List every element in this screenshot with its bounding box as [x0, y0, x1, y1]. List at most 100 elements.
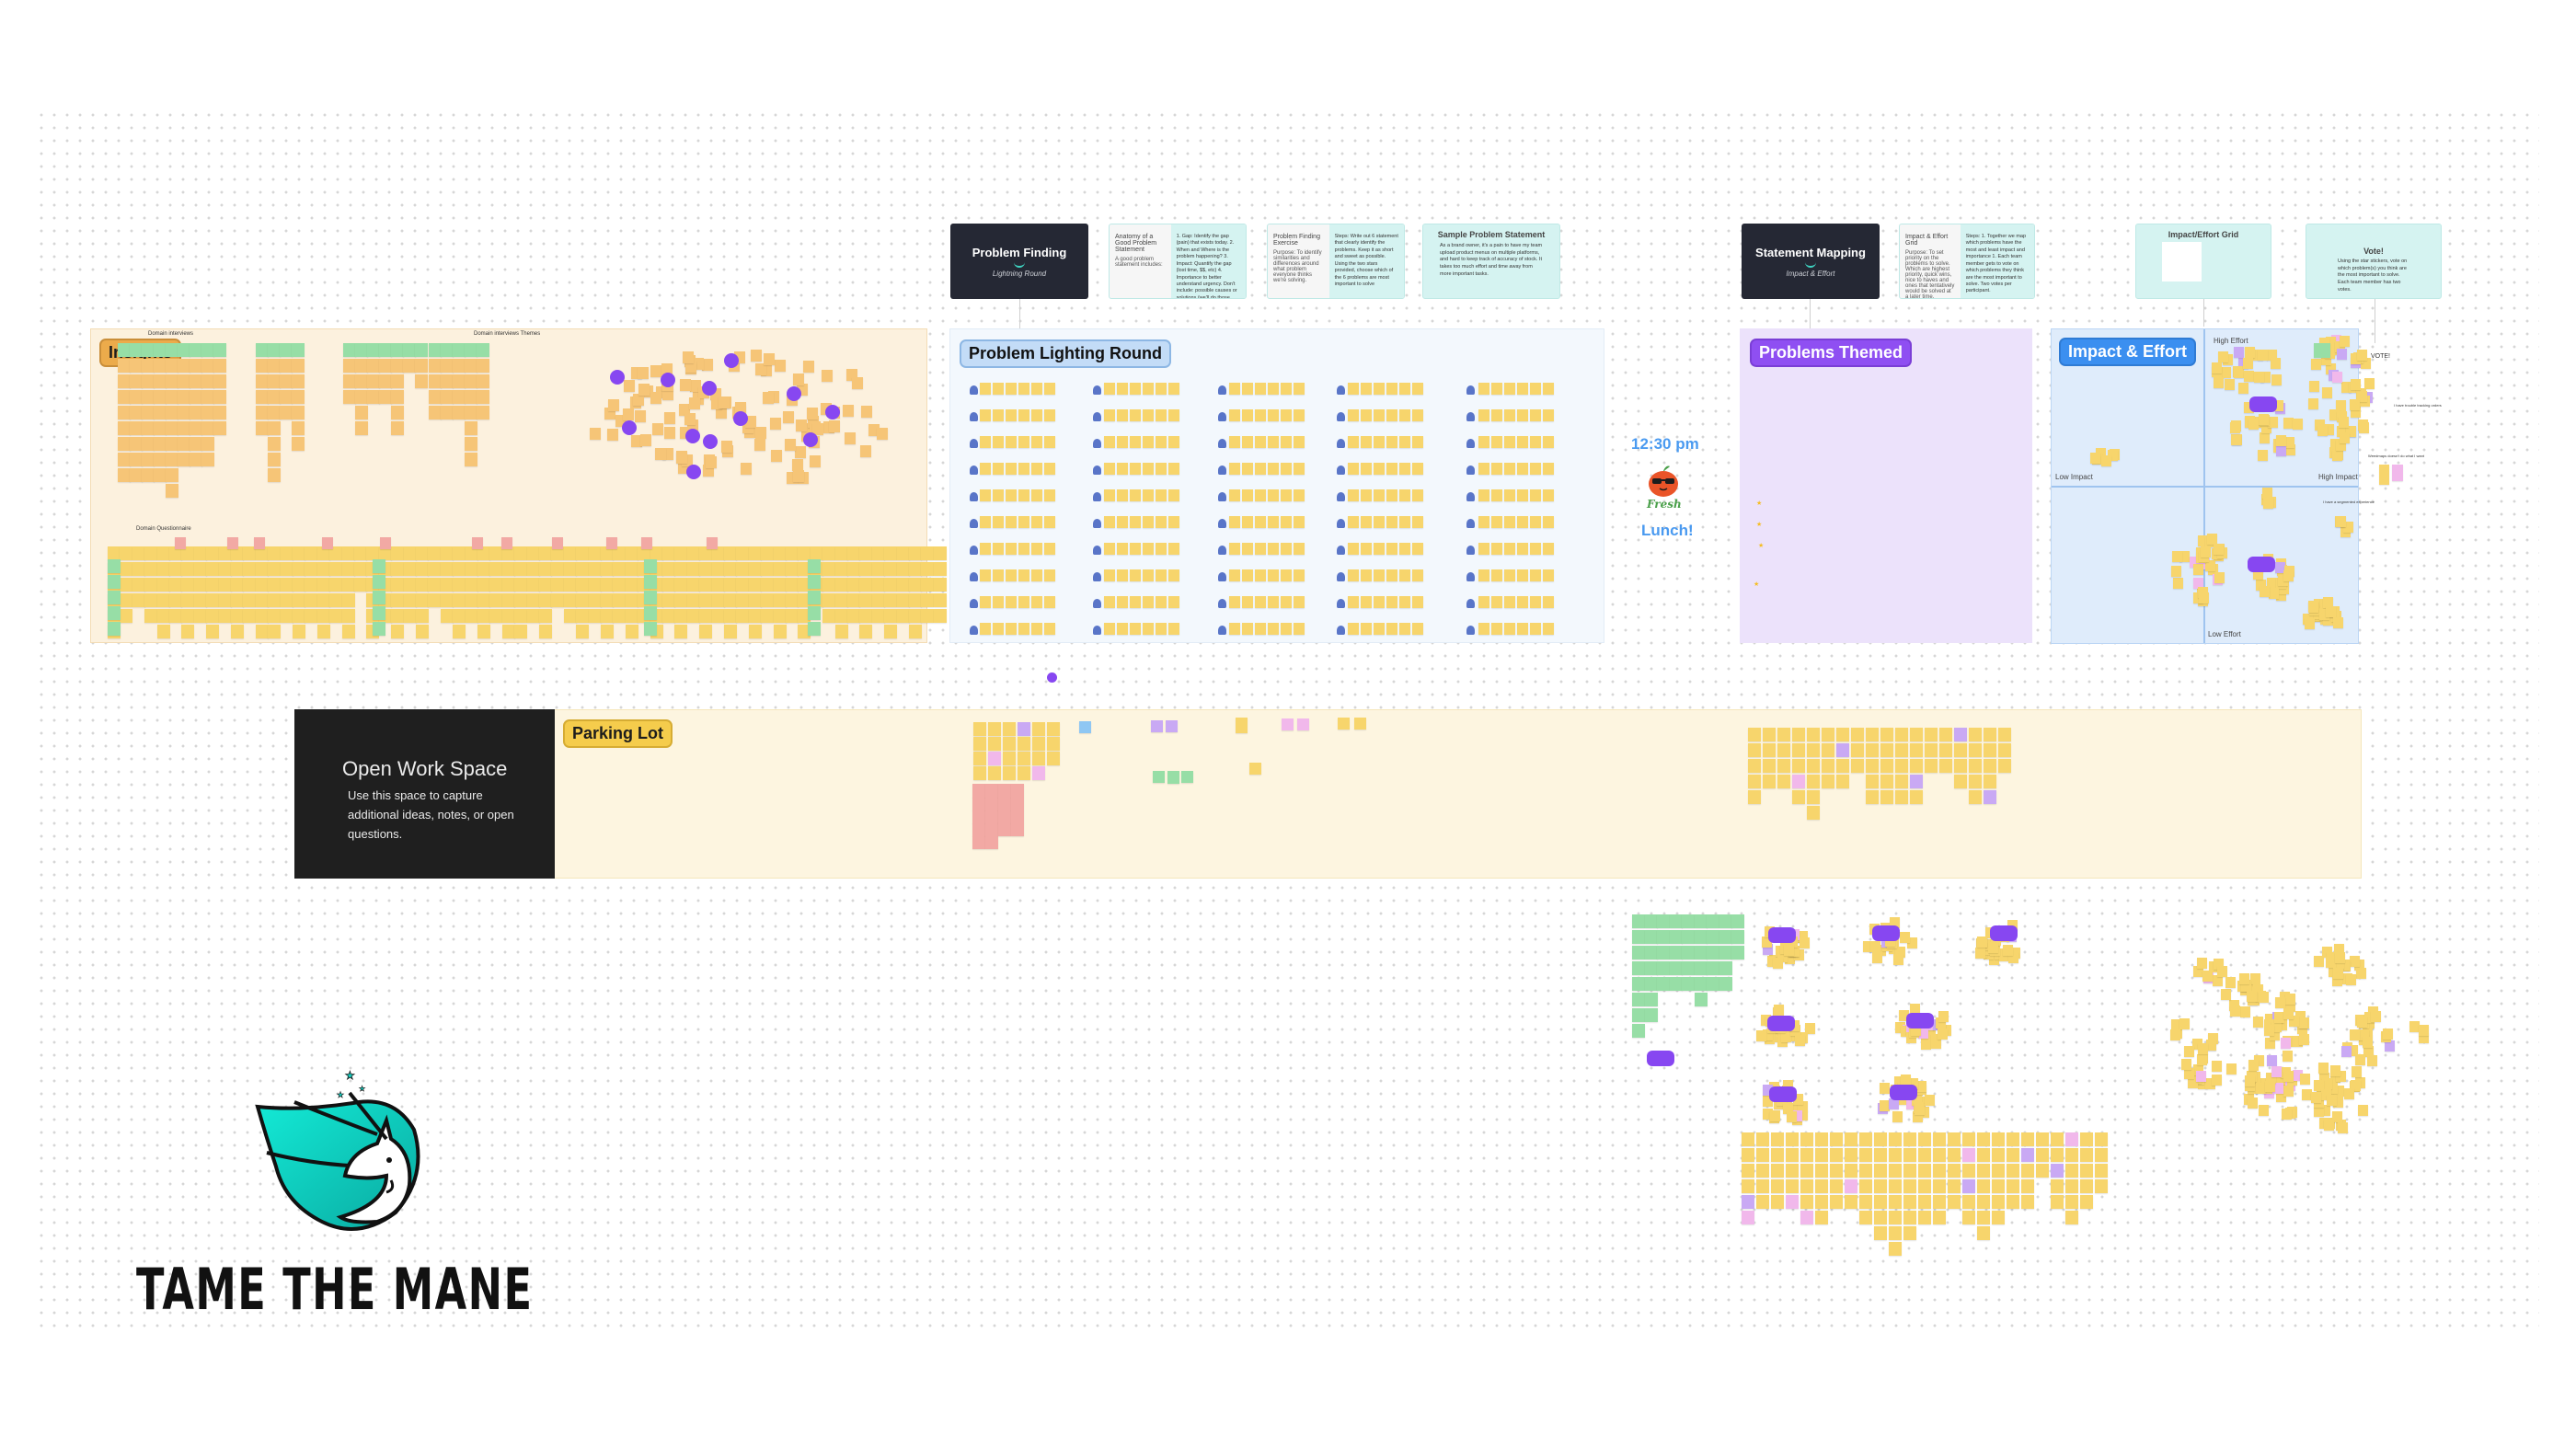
sticky-note[interactable]: [1895, 775, 1908, 788]
sticky-note[interactable]: [798, 593, 811, 607]
sticky-note[interactable]: [1143, 383, 1154, 395]
sticky-note[interactable]: [1031, 569, 1042, 581]
sticky-note[interactable]: [1504, 516, 1515, 528]
sticky-note[interactable]: [354, 546, 367, 560]
sticky-note[interactable]: [166, 468, 178, 482]
sticky-note[interactable]: [1018, 463, 1029, 475]
sticky-note[interactable]: [144, 562, 157, 576]
sticky-note[interactable]: [118, 453, 131, 466]
sticky-note[interactable]: [2284, 437, 2294, 448]
sticky-note[interactable]: [1632, 1008, 1645, 1022]
sticky-note[interactable]: [2275, 1074, 2285, 1085]
sticky-note[interactable]: [613, 546, 626, 560]
sticky-note[interactable]: [1992, 1148, 2005, 1162]
sticky-note[interactable]: [626, 625, 638, 638]
sticky-note[interactable]: [206, 625, 219, 638]
sticky-note[interactable]: [1143, 463, 1154, 475]
sticky-note[interactable]: [190, 406, 202, 419]
sticky-note[interactable]: [2230, 422, 2240, 433]
sticky-note[interactable]: [985, 822, 998, 836]
sticky-note[interactable]: [2289, 1016, 2299, 1027]
sticky-note[interactable]: [1900, 932, 1910, 943]
sticky-note[interactable]: [761, 546, 774, 560]
sticky-note[interactable]: [1948, 1195, 1961, 1209]
sticky-note[interactable]: [1910, 775, 1923, 788]
sticky-note[interactable]: [256, 390, 269, 404]
theme-circle[interactable]: [686, 465, 701, 479]
sticky-note[interactable]: [429, 390, 442, 404]
sticky-note[interactable]: [154, 406, 167, 419]
sticky-note[interactable]: [2321, 354, 2331, 365]
sticky-note[interactable]: [404, 562, 417, 576]
sticky-note[interactable]: [2188, 1077, 2198, 1088]
sticky-note[interactable]: [280, 359, 293, 373]
sticky-note[interactable]: [453, 625, 466, 638]
sticky-note[interactable]: [2036, 1132, 2049, 1146]
sticky-note[interactable]: [166, 453, 178, 466]
sticky-note[interactable]: [2193, 592, 2203, 603]
sticky-note[interactable]: [1948, 1179, 1961, 1193]
sticky-note[interactable]: [144, 609, 157, 623]
sticky-note[interactable]: [2357, 350, 2367, 361]
sticky-note[interactable]: [157, 578, 170, 592]
sticky-note[interactable]: [1181, 771, 1193, 783]
sticky-note[interactable]: [2225, 379, 2235, 390]
sticky-note[interactable]: [786, 546, 799, 560]
sticky-note[interactable]: [1011, 784, 1024, 798]
sticky-note[interactable]: [1399, 516, 1410, 528]
sticky-note[interactable]: [2271, 1066, 2282, 1077]
sticky-note[interactable]: [793, 373, 804, 385]
sticky-note[interactable]: [736, 593, 749, 607]
sticky-note[interactable]: [1925, 728, 1938, 741]
sticky-note[interactable]: [985, 835, 998, 849]
sticky-note[interactable]: [1682, 946, 1695, 960]
sticky-note[interactable]: [2324, 424, 2334, 435]
sticky-note[interactable]: [877, 428, 888, 440]
sticky-note[interactable]: [1786, 1132, 1799, 1146]
sticky-note[interactable]: [373, 622, 385, 636]
sticky-note[interactable]: [441, 578, 454, 592]
sticky-note[interactable]: [2302, 1089, 2312, 1100]
sticky-note[interactable]: [1880, 759, 1893, 773]
sticky-note[interactable]: [453, 374, 466, 388]
sticky-note[interactable]: [754, 439, 765, 451]
sticky-note[interactable]: [1822, 775, 1834, 788]
sticky-note[interactable]: [514, 625, 527, 638]
sticky-note[interactable]: [489, 562, 502, 576]
sticky-note[interactable]: [2332, 975, 2342, 986]
sticky-note[interactable]: [749, 625, 762, 638]
sticky-note[interactable]: [2275, 562, 2285, 573]
sticky-note[interactable]: [1517, 543, 1528, 555]
sticky-note[interactable]: [2359, 1029, 2369, 1040]
sticky-note[interactable]: [1859, 1132, 1872, 1146]
sticky-note[interactable]: [1872, 952, 1882, 963]
sticky-note[interactable]: [1156, 463, 1167, 475]
sticky-note[interactable]: [1939, 759, 1952, 773]
sticky-note[interactable]: [502, 546, 515, 560]
sticky-note[interactable]: [1032, 737, 1045, 751]
sticky-note[interactable]: [2245, 1075, 2255, 1086]
theme-pill[interactable]: [1872, 925, 1900, 941]
sticky-note[interactable]: [1763, 759, 1776, 773]
sticky-note[interactable]: [685, 361, 696, 373]
sticky-note[interactable]: [2202, 971, 2213, 982]
sticky-note[interactable]: [980, 489, 991, 501]
sticky-note[interactable]: [2244, 402, 2254, 413]
sticky-note[interactable]: [1988, 942, 1998, 953]
sticky-note[interactable]: [243, 578, 256, 592]
sticky-note[interactable]: [1925, 759, 1938, 773]
sticky-note[interactable]: [1830, 1132, 1843, 1146]
sticky-note[interactable]: [2283, 1086, 2294, 1097]
sticky-note[interactable]: [453, 609, 466, 623]
sticky-note[interactable]: [1800, 937, 1810, 948]
sticky-note[interactable]: [1822, 759, 1834, 773]
sticky-note[interactable]: [118, 374, 131, 388]
sticky-note[interactable]: [2051, 1164, 2064, 1178]
sticky-note[interactable]: [1748, 790, 1761, 804]
sticky-note[interactable]: [1866, 790, 1879, 804]
sticky-note[interactable]: [1268, 383, 1279, 395]
sticky-note[interactable]: [998, 797, 1011, 810]
sticky-note[interactable]: [626, 546, 638, 560]
sticky-note[interactable]: [724, 609, 737, 623]
sticky-note[interactable]: [1807, 806, 1820, 820]
